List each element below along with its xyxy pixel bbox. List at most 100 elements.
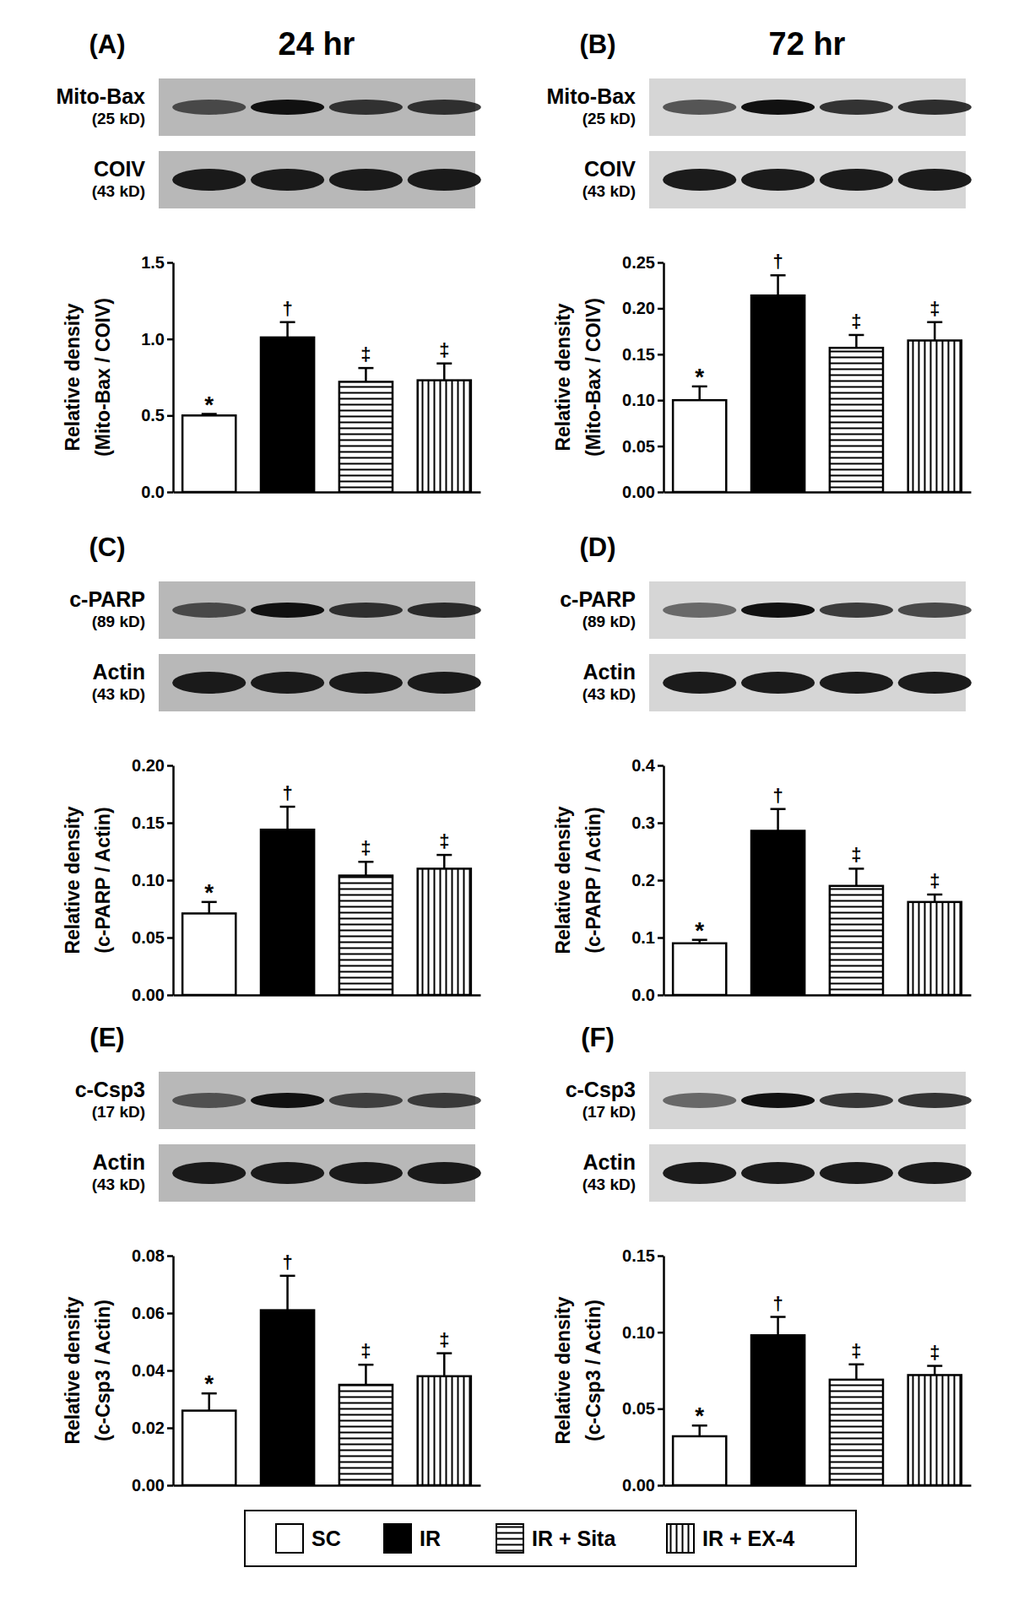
y-tick-label: 0.00	[622, 482, 656, 502]
significance-marker: ‡	[360, 343, 371, 365]
y-axis-line	[662, 263, 666, 493]
blot-band	[741, 99, 815, 115]
plot-area	[182, 1276, 472, 1486]
blot-band	[407, 671, 482, 694]
legend-box	[244, 1511, 856, 1567]
significance-marker: ‡	[360, 837, 371, 859]
blot-band	[898, 671, 972, 694]
bar	[260, 1310, 315, 1486]
error-bar	[926, 894, 943, 903]
error-bar	[926, 1366, 943, 1376]
blot-band	[407, 602, 482, 618]
error-bar-stem	[286, 807, 289, 830]
y-tick-mark	[657, 764, 664, 768]
blot-band	[172, 671, 246, 694]
error-bar	[770, 809, 786, 832]
bar	[829, 347, 883, 493]
y-axis-title: Relative density	[61, 806, 84, 954]
y-tick: 0.3	[631, 813, 664, 833]
bar	[182, 913, 236, 996]
significance-marker: †	[772, 250, 783, 272]
panel-label: (E)	[89, 1023, 125, 1053]
significance-marker: †	[281, 1251, 293, 1274]
y-tick-label: 0.06	[131, 1304, 165, 1323]
bar	[417, 380, 472, 493]
significance-marker: †	[281, 297, 293, 320]
y-tick-label: 0.05	[622, 437, 656, 456]
error-bar-cap	[770, 274, 786, 277]
blot-size: (17 kD)	[92, 1103, 146, 1122]
y-tick: 0.04	[131, 1361, 174, 1381]
blot-size: (43 kD)	[92, 1175, 146, 1194]
blot-band	[662, 168, 737, 191]
y-axis: 0.00.51.01.5	[140, 253, 174, 502]
blot-band	[819, 602, 894, 618]
y-tick: 1.0	[140, 330, 174, 349]
x-axis-line	[173, 1484, 482, 1488]
error-bar	[848, 335, 864, 348]
y-axis-title: (c-Csp3 / Actin)	[582, 1300, 605, 1442]
error-bar	[848, 1365, 864, 1381]
error-bar-stem	[443, 1354, 446, 1377]
error-bar	[357, 861, 374, 876]
blot-band	[662, 99, 737, 115]
bar	[751, 295, 805, 493]
plot-area	[182, 807, 472, 996]
bar	[417, 868, 472, 996]
bar	[260, 337, 315, 493]
blot-band	[741, 1093, 815, 1109]
legend-label: IR + EX-4	[702, 1527, 795, 1551]
y-tick: 0.05	[622, 1399, 664, 1419]
y-tick-label: 0.15	[622, 1246, 656, 1266]
blot-size: (17 kD)	[582, 1103, 636, 1122]
blot-band	[172, 1162, 246, 1185]
blot	[649, 654, 972, 712]
significance-marker: ‡	[929, 1342, 940, 1364]
y-tick-mark	[657, 1484, 664, 1488]
error-bar-stem	[364, 1365, 368, 1386]
significance-marker: ‡	[929, 870, 940, 892]
y-tick-label: 0.2	[631, 871, 656, 890]
x-axis	[664, 995, 972, 997]
error-bar-stem	[855, 1365, 858, 1381]
error-bar-stem	[855, 868, 858, 886]
y-axis-title: Relative density	[61, 303, 84, 451]
y-tick: 0.10	[622, 1323, 664, 1343]
y-tick-mark	[167, 1427, 174, 1431]
blot	[649, 151, 972, 209]
error-bar-stem	[933, 894, 937, 903]
error-bar-stem	[286, 322, 289, 338]
bar	[182, 1411, 236, 1486]
blot-size: (25 kD)	[92, 109, 146, 128]
y-tick-mark	[657, 1408, 664, 1412]
y-tick: 0.15	[622, 345, 664, 364]
error-bar-cap	[848, 1363, 864, 1366]
significance-marker: †	[772, 1293, 783, 1315]
y-axis-title: (c-PARP / Actin)	[582, 807, 605, 954]
y-axis-title: Relative density	[552, 1296, 575, 1445]
x-axis-line	[173, 491, 482, 494]
error-bar-cap	[357, 367, 374, 370]
y-tick-label: 0.08	[131, 1246, 165, 1266]
blot-band	[898, 1093, 972, 1109]
legend-swatch	[276, 1524, 304, 1554]
error-bar	[357, 1365, 374, 1386]
blot-band	[741, 1162, 815, 1185]
significance-marker: ‡	[850, 310, 862, 332]
blot-band	[662, 1162, 737, 1185]
significance-marker: ‡	[360, 1340, 371, 1362]
y-tick-mark	[167, 1484, 174, 1488]
column-title: 72 hr	[769, 26, 846, 62]
y-tick-mark	[167, 1370, 174, 1373]
y-axis: 0.000.020.040.060.08	[131, 1246, 174, 1496]
blot-band	[329, 168, 403, 191]
blot-label: COIV	[93, 157, 146, 181]
error-bar	[280, 322, 296, 338]
blot	[649, 1072, 972, 1130]
plot-area	[672, 809, 962, 996]
blot-band	[250, 99, 325, 115]
blot-label: Mito-Bax	[55, 84, 146, 109]
blot-band	[898, 99, 972, 115]
x-axis-line	[173, 994, 482, 997]
y-tick-label: 1.0	[140, 330, 165, 349]
